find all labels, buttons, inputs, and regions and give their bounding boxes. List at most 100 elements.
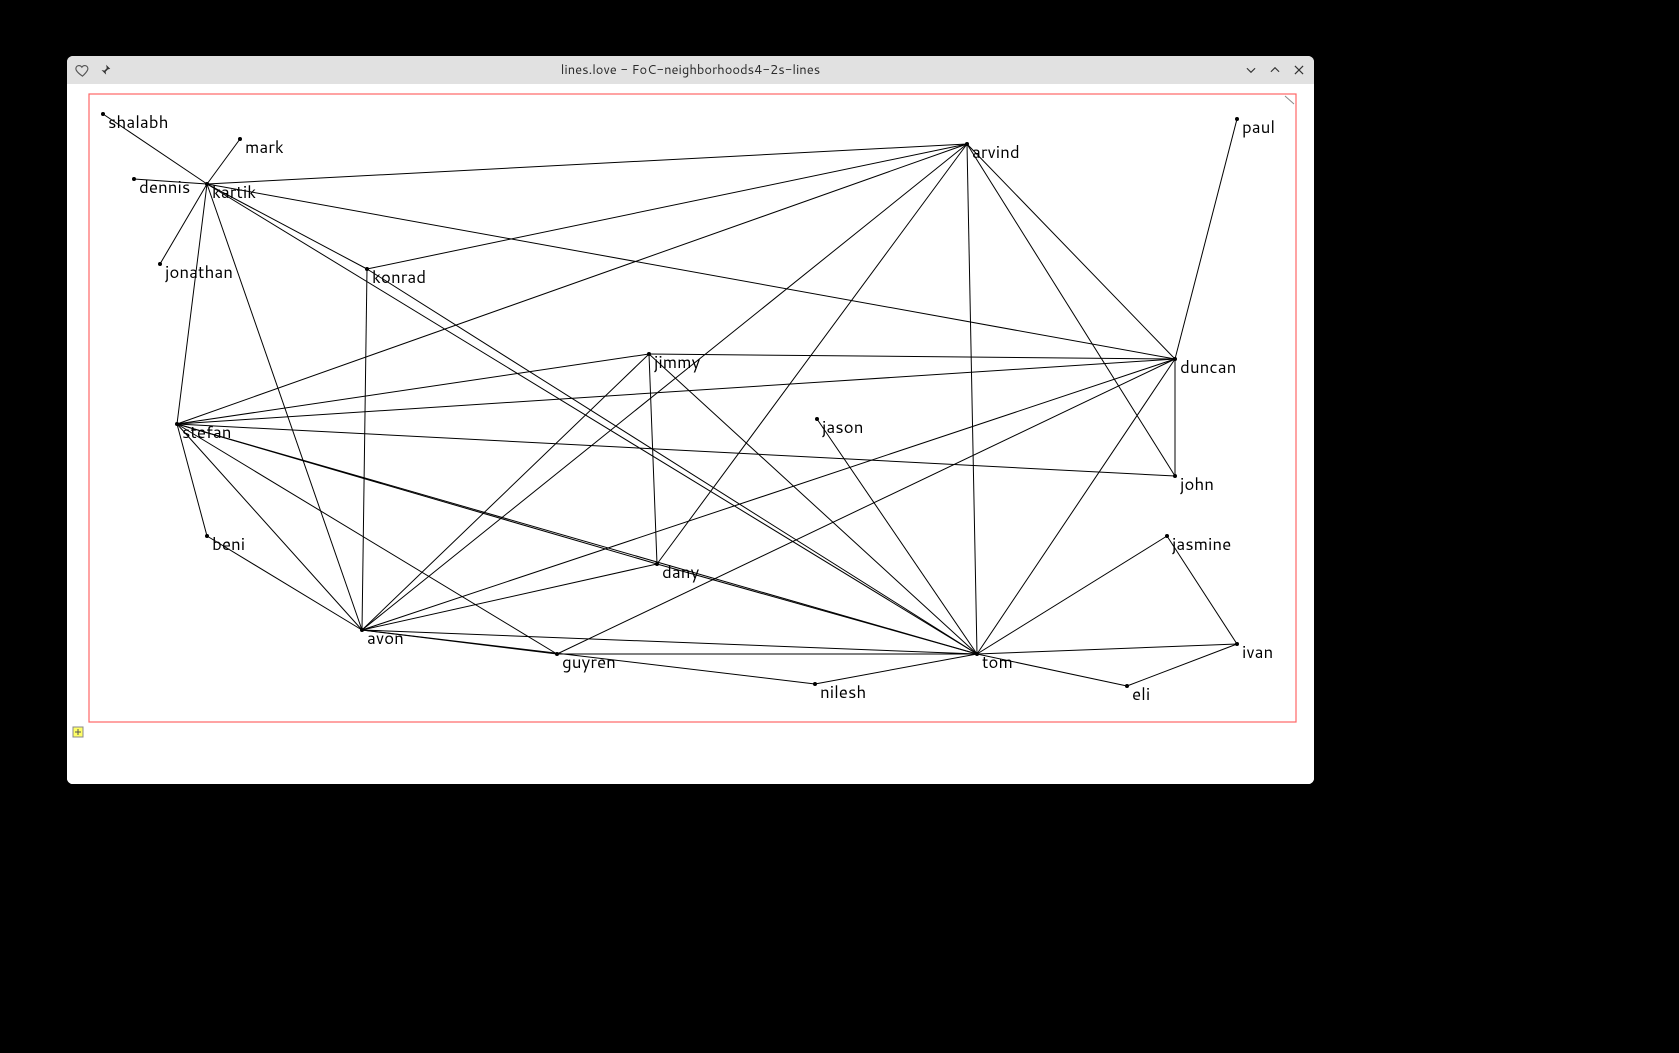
node-dot <box>205 534 209 538</box>
node-label: shalabh <box>108 110 168 134</box>
node-label: guyren <box>562 650 616 674</box>
node-label: jason <box>822 415 863 439</box>
node-dot <box>815 417 819 421</box>
edge-avon-tom <box>362 630 977 654</box>
node-label: duncan <box>1180 355 1236 379</box>
node-dennis[interactable]: dennis <box>132 175 190 199</box>
node-label: dennis <box>139 175 190 199</box>
node-dot <box>205 182 209 186</box>
node-dot <box>132 177 136 181</box>
edge-arvind-dany <box>657 144 967 564</box>
node-dot <box>238 137 242 141</box>
edge-tom-ivan <box>977 644 1237 654</box>
edge-duncan-paul <box>1175 119 1237 359</box>
node-label: konrad <box>372 265 426 289</box>
edge-arvind-john <box>967 144 1175 476</box>
edge-stefan-john <box>177 424 1175 476</box>
favorite-icon[interactable] <box>75 63 90 78</box>
node-label: beni <box>212 532 245 556</box>
edge-eli-ivan <box>1127 644 1237 686</box>
node-label: tom <box>982 650 1013 674</box>
node-label: nilesh <box>820 680 866 704</box>
edge-jason-tom <box>817 419 977 654</box>
node-label: paul <box>1242 115 1275 139</box>
graph-frame <box>89 94 1296 722</box>
node-label: dany <box>662 560 699 584</box>
node-dot <box>965 142 969 146</box>
node-paul[interactable]: paul <box>1235 115 1275 139</box>
network-graph[interactable]: shalabh mark dennis kartik jonathan konrad arv… <box>67 84 1314 784</box>
pin-icon[interactable] <box>98 63 112 77</box>
node-duncan[interactable]: duncan <box>1173 355 1236 379</box>
edge-duncan-guyren <box>557 359 1175 654</box>
node-nilesh[interactable]: nilesh <box>813 680 866 704</box>
node-dot <box>101 112 105 116</box>
minimize-icon[interactable] <box>1244 63 1258 77</box>
edge-arvind-stefan <box>177 144 967 424</box>
node-label: mark <box>245 135 284 159</box>
node-dot <box>365 267 369 271</box>
edge-jimmy-duncan <box>649 354 1175 359</box>
node-eli[interactable]: eli <box>1125 682 1150 706</box>
corner-tick <box>1285 96 1294 104</box>
node-avon[interactable]: avon <box>360 626 404 650</box>
node-dot <box>975 652 979 656</box>
window-title: lines.love - FoC-neighborhoods4-2s-lines <box>67 61 1314 79</box>
node-arvind[interactable]: arvind <box>965 140 1020 164</box>
window-titlebar[interactable]: lines.love - FoC-neighborhoods4-2s-lines <box>67 56 1314 84</box>
node-dot <box>1173 474 1177 478</box>
node-dot <box>1165 534 1169 538</box>
node-jonathan[interactable]: jonathan <box>158 260 233 284</box>
close-icon[interactable] <box>1292 63 1306 77</box>
edge-dany-tom <box>657 564 977 654</box>
node-dot <box>360 628 364 632</box>
node-beni[interactable]: beni <box>205 532 245 556</box>
edge-jimmy-avon <box>362 354 649 630</box>
edge-avon-dany <box>362 564 657 630</box>
node-label: eli <box>1132 682 1150 706</box>
node-dot <box>655 562 659 566</box>
edge-arvind-tom <box>967 144 977 654</box>
node-konrad[interactable]: konrad <box>365 265 426 289</box>
node-dot <box>1235 117 1239 121</box>
node-label: ivan <box>1242 640 1273 664</box>
node-dot <box>555 652 559 656</box>
edge-kartik-arvind <box>207 144 967 184</box>
node-dot <box>1235 642 1239 646</box>
graph-canvas[interactable]: shalabh mark dennis kartik jonathan konrad arv… <box>67 84 1314 784</box>
node-jason[interactable]: jason <box>815 415 863 439</box>
node-john[interactable]: john <box>1173 472 1214 496</box>
node-dot <box>1125 684 1129 688</box>
edge-duncan-avon <box>362 359 1175 630</box>
node-mark[interactable]: mark <box>238 135 284 159</box>
node-ivan[interactable]: ivan <box>1235 640 1273 664</box>
node-guyren[interactable]: guyren <box>555 650 616 674</box>
node-label: stefan <box>182 420 231 444</box>
node-label: jasmine <box>1172 532 1231 556</box>
node-dot <box>813 682 817 686</box>
edge-konrad-avon <box>362 269 367 630</box>
node-jimmy[interactable]: jimmy <box>647 350 700 374</box>
node-shalabh[interactable]: shalabh <box>101 110 168 134</box>
edge-kartik-stefan <box>177 184 207 424</box>
edge-jimmy-tom <box>649 354 977 654</box>
node-label: arvind <box>972 140 1020 164</box>
maximize-icon[interactable] <box>1268 63 1282 77</box>
node-kartik[interactable]: kartik <box>205 180 256 204</box>
edge-kartik-avon <box>207 184 362 630</box>
node-label: jimmy <box>654 350 700 374</box>
edge-kartik-duncan <box>207 184 1175 359</box>
node-dot <box>647 352 651 356</box>
node-label: avon <box>367 626 404 650</box>
node-dany[interactable]: dany <box>655 560 699 584</box>
edge-stefan-jimmy <box>177 354 649 424</box>
node-dot <box>175 422 179 426</box>
node-stefan[interactable]: stefan <box>175 420 231 444</box>
node-label: john <box>1180 472 1214 496</box>
node-jasmine[interactable]: jasmine <box>1165 532 1231 556</box>
node-dot <box>158 262 162 266</box>
add-drawing-button[interactable] <box>73 727 83 737</box>
node-dot <box>1173 357 1177 361</box>
node-label: kartik <box>212 180 256 204</box>
edge-stefan-tom <box>177 424 977 654</box>
